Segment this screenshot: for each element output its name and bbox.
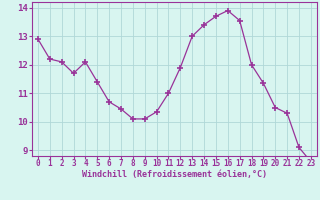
X-axis label: Windchill (Refroidissement éolien,°C): Windchill (Refroidissement éolien,°C) [82, 170, 267, 179]
